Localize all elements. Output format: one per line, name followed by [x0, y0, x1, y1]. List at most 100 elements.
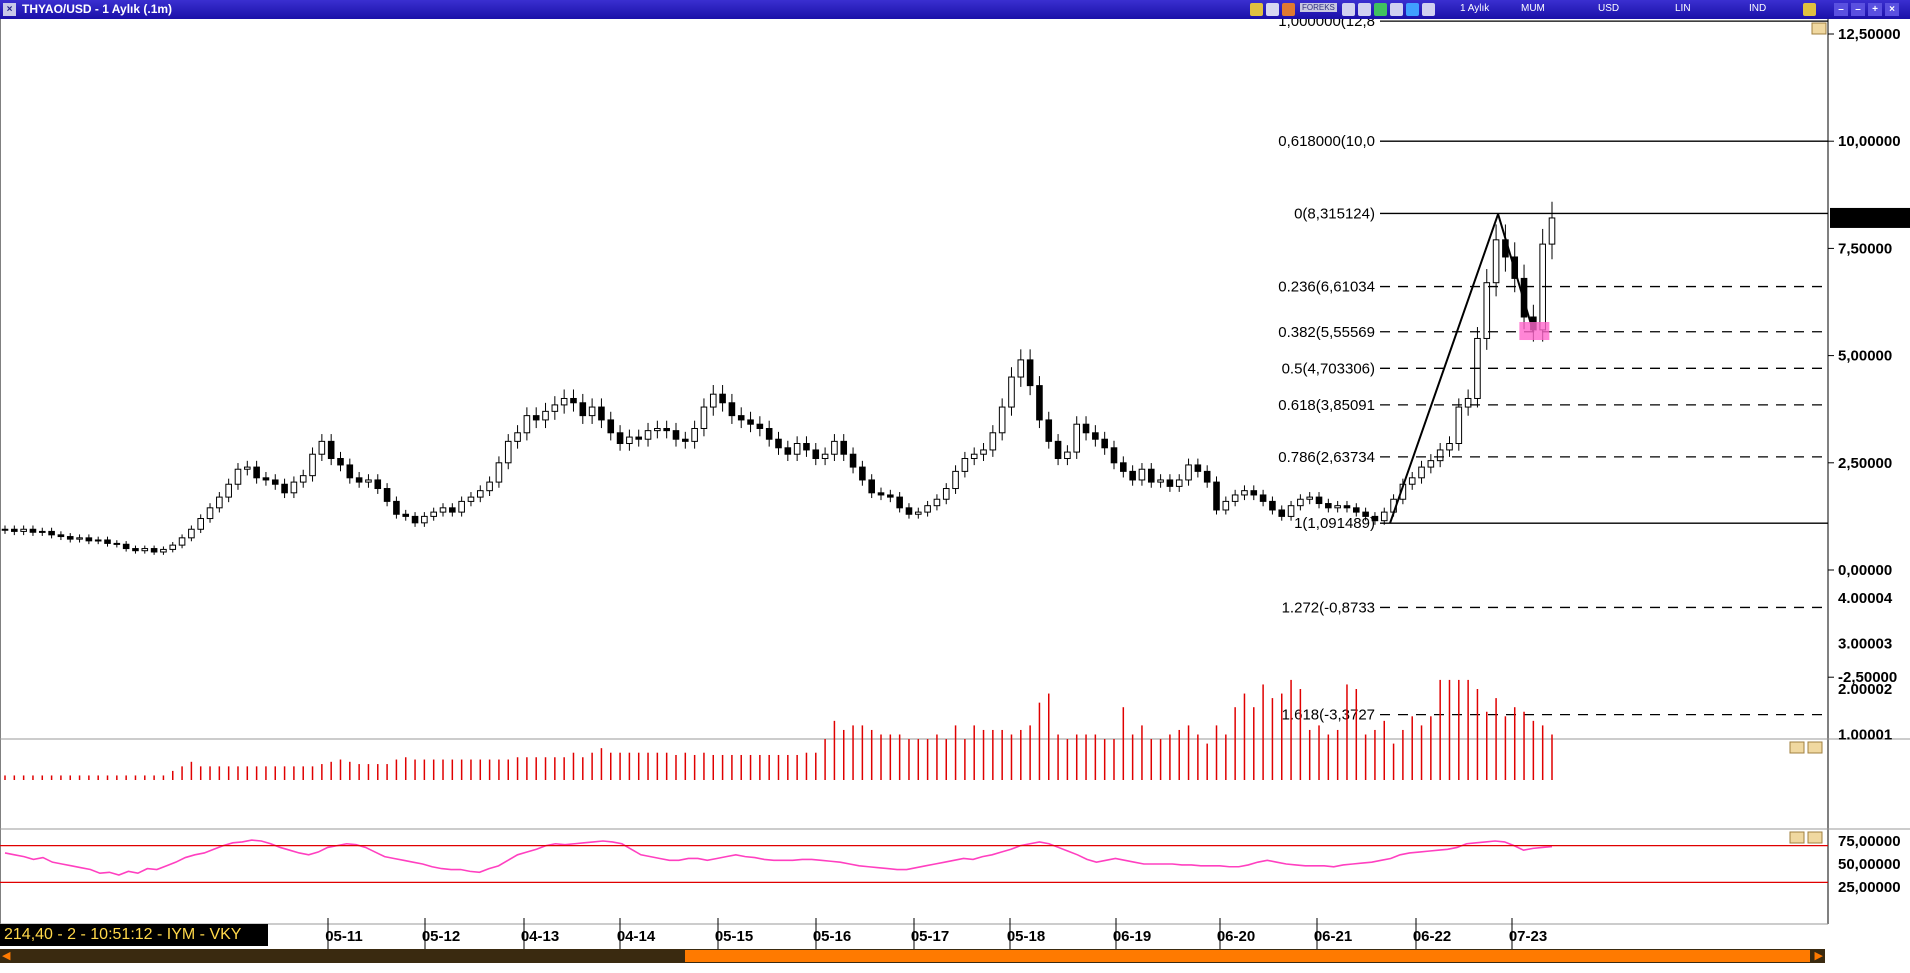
compare-icon[interactable]: [1406, 3, 1419, 16]
candle[interactable]: [1455, 398, 1463, 451]
candle[interactable]: [374, 474, 382, 494]
candle[interactable]: [504, 434, 512, 470]
candle[interactable]: [309, 447, 316, 482]
candle[interactable]: [793, 436, 801, 461]
candle[interactable]: [337, 451, 344, 472]
template-icon[interactable]: [1282, 3, 1295, 16]
candle[interactable]: [355, 471, 363, 488]
restore-icon[interactable]: –: [1834, 3, 1848, 16]
candle[interactable]: [1287, 500, 1295, 521]
candle[interactable]: [188, 525, 195, 542]
pane-restore-icon[interactable]: [1811, 22, 1827, 35]
candle[interactable]: [849, 447, 857, 474]
candle[interactable]: [812, 442, 820, 466]
candle[interactable]: [439, 503, 447, 517]
candle[interactable]: [551, 396, 559, 420]
pane-close-icon[interactable]: [1807, 741, 1823, 754]
candle[interactable]: [514, 425, 521, 449]
candle[interactable]: [1446, 436, 1453, 457]
candle[interactable]: [57, 531, 65, 541]
candle[interactable]: [1352, 503, 1360, 517]
candle[interactable]: [1250, 485, 1258, 501]
candle[interactable]: [607, 411, 615, 441]
candle[interactable]: [1147, 463, 1155, 488]
grid-icon[interactable]: [1342, 3, 1355, 16]
candle[interactable]: [765, 420, 773, 447]
candle[interactable]: [48, 527, 55, 539]
candle[interactable]: [1073, 416, 1081, 459]
candle[interactable]: [169, 541, 177, 553]
candle[interactable]: [635, 429, 643, 447]
candle[interactable]: [1036, 376, 1043, 429]
candle[interactable]: [821, 447, 829, 466]
candle[interactable]: [933, 494, 941, 511]
candle[interactable]: [1213, 476, 1220, 515]
indicator-dropdown[interactable]: IND: [1749, 3, 1767, 14]
candle[interactable]: [1269, 496, 1276, 515]
candle[interactable]: [1, 525, 9, 534]
candle[interactable]: [896, 492, 903, 513]
candle[interactable]: [402, 509, 410, 521]
candle[interactable]: [626, 429, 633, 451]
candle[interactable]: [178, 534, 186, 549]
candle[interactable]: [1045, 411, 1053, 449]
candle[interactable]: [1408, 471, 1416, 490]
candle[interactable]: [430, 507, 437, 521]
candle[interactable]: [94, 536, 102, 545]
candle[interactable]: [719, 385, 726, 412]
candle[interactable]: [1371, 512, 1379, 525]
candle[interactable]: [76, 534, 83, 543]
candle[interactable]: [1157, 474, 1164, 488]
candle[interactable]: [654, 420, 661, 439]
candle[interactable]: [421, 512, 428, 527]
candle[interactable]: [756, 416, 764, 437]
window-close-icon[interactable]: ×: [1885, 3, 1899, 16]
pen-icon[interactable]: [1390, 3, 1403, 16]
candle[interactable]: [1259, 489, 1267, 507]
candle[interactable]: [1418, 460, 1425, 484]
candle[interactable]: [449, 503, 456, 517]
candle[interactable]: [1362, 507, 1369, 521]
currency-dropdown[interactable]: USD: [1598, 3, 1620, 14]
candle[interactable]: [532, 407, 540, 429]
candle[interactable]: [831, 434, 838, 461]
pane-restore-icon[interactable]: [1789, 831, 1805, 844]
candle[interactable]: [299, 469, 307, 488]
scrollbar-thumb[interactable]: [685, 950, 1810, 962]
candle[interactable]: [244, 460, 251, 476]
candle[interactable]: [11, 525, 18, 536]
candle[interactable]: [970, 447, 978, 466]
candle[interactable]: [290, 476, 298, 499]
candle[interactable]: [887, 489, 894, 503]
candle[interactable]: [1129, 465, 1136, 486]
candle[interactable]: [700, 398, 708, 437]
candle[interactable]: [122, 541, 130, 552]
candle[interactable]: [327, 434, 335, 466]
candle[interactable]: [104, 536, 111, 547]
candle[interactable]: [393, 496, 400, 519]
candle[interactable]: [197, 514, 205, 534]
candle[interactable]: [29, 525, 37, 536]
scale-dropdown[interactable]: LIN: [1675, 3, 1691, 14]
candle[interactable]: [271, 474, 279, 490]
candle[interactable]: [877, 487, 885, 501]
fib-trend-line[interactable]: [1497, 213, 1535, 333]
candle[interactable]: [1548, 201, 1556, 260]
candle[interactable]: [1222, 496, 1230, 515]
candle[interactable]: [989, 425, 997, 457]
candle[interactable]: [206, 503, 214, 523]
candle[interactable]: [1297, 494, 1304, 511]
candle[interactable]: [262, 471, 270, 486]
candle[interactable]: [998, 398, 1006, 441]
candle[interactable]: [1483, 269, 1491, 350]
candle[interactable]: [318, 434, 326, 461]
close-icon[interactable]: ×: [3, 3, 16, 16]
candle[interactable]: [588, 398, 596, 424]
candle[interactable]: [1306, 492, 1313, 505]
candle[interactable]: [1203, 465, 1211, 488]
scroll-right-icon[interactable]: ▶: [1814, 949, 1823, 962]
candle[interactable]: [1064, 445, 1071, 466]
candle[interactable]: [225, 478, 232, 503]
candle[interactable]: [924, 500, 931, 517]
candle[interactable]: [1464, 389, 1472, 416]
